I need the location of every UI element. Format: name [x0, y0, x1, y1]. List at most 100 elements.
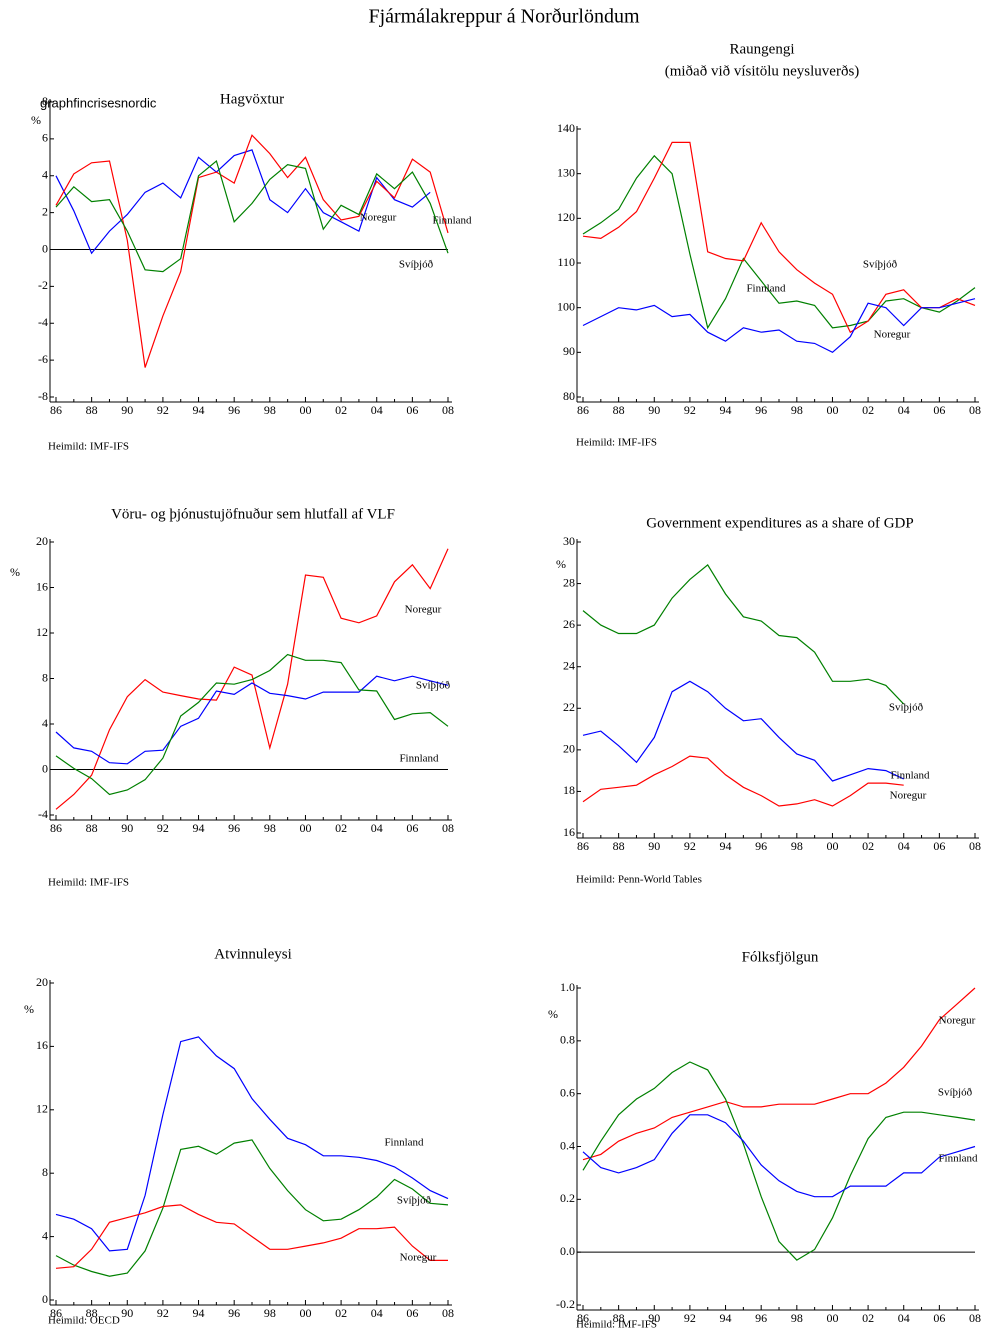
source-note: Heimild: IMF-IFS — [48, 441, 129, 453]
y-tick-label: 0 — [42, 761, 48, 775]
x-tick-label: 98 — [264, 821, 276, 835]
x-tick-label: 02 — [335, 403, 347, 417]
y-tick-label: -4 — [38, 315, 48, 329]
y-tick-label: 16 — [563, 825, 575, 839]
y-axis-label: % — [24, 1002, 34, 1016]
y-tick-label: 4 — [42, 716, 48, 730]
y-tick-label: -6 — [38, 352, 48, 366]
y-tick-label: 130 — [557, 165, 575, 179]
y-tick-label: 6 — [42, 131, 48, 145]
y-tick-label: -0.2 — [556, 1297, 575, 1311]
x-tick-label: 00 — [299, 403, 311, 417]
series-label: Svíþjóð — [889, 702, 924, 714]
x-tick-label: 88 — [86, 821, 98, 835]
x-tick-label: 04 — [371, 403, 383, 417]
series-line — [582, 564, 905, 705]
series-label: Finnland — [384, 1137, 424, 1149]
series-label: Finnland — [938, 1153, 978, 1165]
series-line — [55, 675, 449, 765]
y-tick-label: 4 — [42, 1228, 48, 1242]
series-line — [55, 548, 449, 810]
x-tick-label: 00 — [826, 403, 838, 417]
x-tick-label: 08 — [442, 1306, 454, 1320]
x-tick-label: 06 — [406, 821, 418, 835]
x-tick-label: 98 — [791, 1311, 803, 1325]
y-tick-label: 16 — [36, 579, 48, 593]
y-tick-label: 100 — [557, 299, 575, 313]
series-line — [55, 159, 449, 273]
chart-title: Atvinnuleysi — [214, 946, 292, 962]
y-tick-label: 18 — [563, 783, 575, 797]
y-axis-label: % — [556, 557, 566, 571]
x-tick-label: 92 — [157, 1306, 169, 1320]
y-tick-label: 12 — [36, 625, 48, 639]
x-tick-label: 88 — [613, 839, 625, 853]
x-tick-label: 96 — [755, 1311, 767, 1325]
x-tick-label: 08 — [442, 403, 454, 417]
x-tick-label: 04 — [898, 839, 910, 853]
x-tick-label: 02 — [335, 821, 347, 835]
x-tick-label: 00 — [826, 839, 838, 853]
series-line — [55, 1036, 449, 1252]
x-tick-label: 94 — [193, 1306, 205, 1320]
x-tick-label: 92 — [684, 839, 696, 853]
y-tick-label: 0.6 — [560, 1085, 575, 1099]
x-tick-label: 86 — [50, 1306, 62, 1320]
y-tick-label: 20 — [563, 742, 575, 756]
x-tick-label: 06 — [933, 403, 945, 417]
chart-title: Hagvöxtur — [220, 91, 284, 107]
x-tick-label: 08 — [969, 839, 981, 853]
annotation: graphfincrisesnordic — [40, 95, 157, 110]
source-note: Heimild: IMF-IFS — [48, 877, 129, 889]
x-tick-label: 92 — [684, 403, 696, 417]
series-line — [582, 141, 976, 334]
source-note: Heimild: IMF-IFS — [576, 1319, 657, 1331]
y-tick-label: 80 — [563, 389, 575, 403]
figure-title: Fjármálakreppur á Norðurlöndum — [368, 6, 639, 28]
x-tick-label: 02 — [862, 403, 874, 417]
x-tick-label: 94 — [193, 821, 205, 835]
x-tick-label: 02 — [335, 1306, 347, 1320]
source-note: Heimild: OECD — [48, 1315, 120, 1327]
y-tick-label: 26 — [563, 617, 575, 631]
chart-title: Vöru- og þjónustujöfnuður sem hlutfall a… — [111, 506, 395, 522]
chart-subtitle: (miðað við vísitölu neysluverðs) — [665, 63, 860, 79]
x-tick-label: 02 — [862, 1311, 874, 1325]
series-label: Finnland — [399, 753, 439, 765]
y-tick-label: 12 — [36, 1102, 48, 1116]
y-tick-label: 0 — [42, 1292, 48, 1306]
x-tick-label: 04 — [898, 403, 910, 417]
x-tick-label: 88 — [613, 403, 625, 417]
y-axis-label: % — [31, 113, 41, 127]
x-tick-label: 96 — [755, 839, 767, 853]
y-tick-label: 20 — [36, 534, 48, 548]
x-tick-label: 08 — [969, 1311, 981, 1325]
x-tick-label: 96 — [228, 403, 240, 417]
y-tick-label: 30 — [563, 534, 575, 548]
series-label: Finnland — [432, 215, 472, 227]
series-line — [55, 1139, 449, 1277]
x-tick-label: 06 — [933, 839, 945, 853]
x-tick-label: 06 — [406, 1306, 418, 1320]
y-tick-label: 110 — [557, 255, 575, 269]
y-tick-label: 0 — [42, 241, 48, 255]
series-label: Finnland — [746, 283, 786, 295]
x-tick-label: 00 — [299, 1306, 311, 1320]
x-tick-label: 00 — [826, 1311, 838, 1325]
source-note: Heimild: Penn-World Tables — [576, 874, 702, 886]
x-tick-label: 90 — [648, 1311, 660, 1325]
source-note: Heimild: IMF-IFS — [576, 437, 657, 449]
y-tick-label: 2 — [42, 204, 48, 218]
y-tick-label: 8 — [42, 94, 48, 108]
series-line — [582, 298, 976, 354]
series-label: Svíþjóð — [397, 1195, 432, 1207]
x-tick-label: 98 — [264, 403, 276, 417]
x-tick-label: 86 — [50, 821, 62, 835]
y-tick-label: 0.0 — [560, 1244, 575, 1258]
y-tick-label: 24 — [563, 658, 575, 672]
x-tick-label: 86 — [50, 403, 62, 417]
x-tick-label: 04 — [898, 1311, 910, 1325]
x-tick-label: 06 — [933, 1311, 945, 1325]
x-tick-label: 98 — [264, 1306, 276, 1320]
